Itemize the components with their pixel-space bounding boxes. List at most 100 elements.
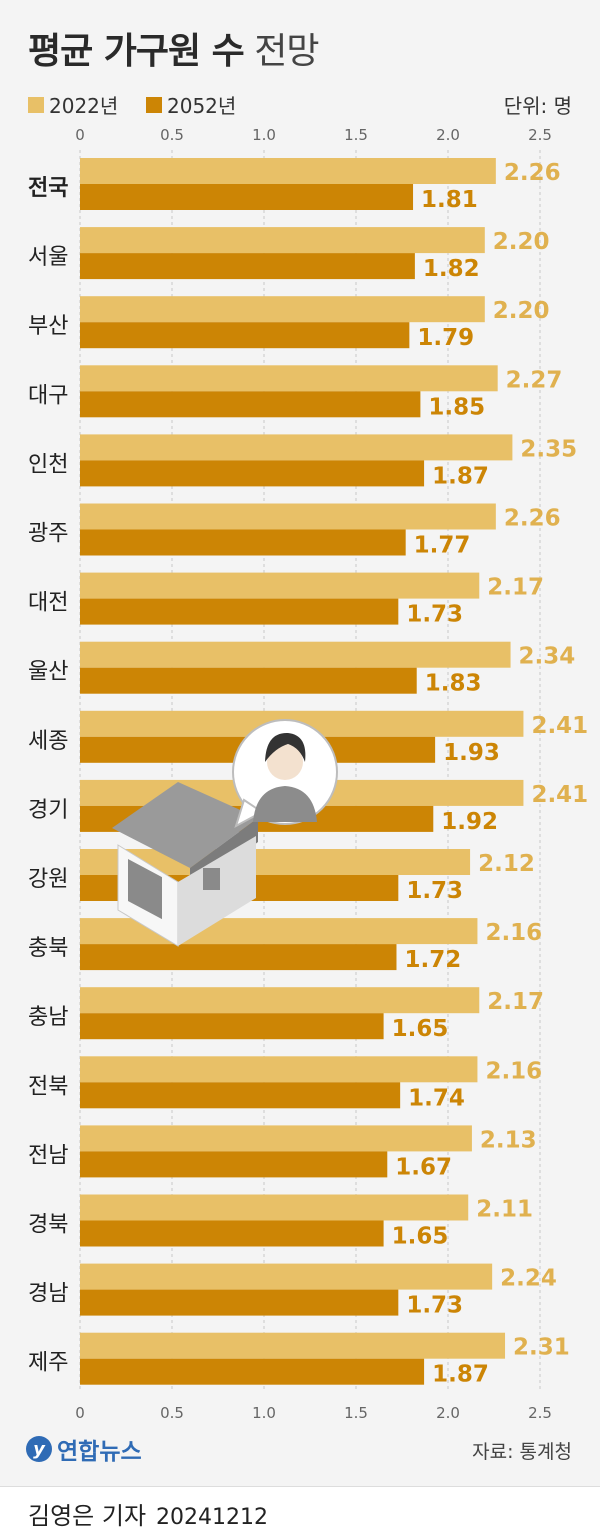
data-label-2022: 2.41 [531, 782, 588, 808]
bar-2022 [80, 987, 480, 1014]
data-label-2052: 1.85 [428, 394, 485, 420]
tick-label-top-1.5: 1.5 [344, 126, 368, 144]
person-bubble-tail-icon [234, 798, 264, 829]
data-label-2052: 1.73 [406, 602, 463, 628]
data-label-2022: 2.17 [487, 989, 544, 1015]
bar-2022 [80, 434, 513, 461]
data-label-2052: 1.67 [395, 1154, 452, 1180]
tick-label-bottom-0.5: 0.5 [160, 1404, 184, 1422]
bar-2052 [80, 529, 406, 556]
legend-label-2052: 2052년 [167, 94, 237, 118]
category-label: 전남 [28, 1143, 68, 1168]
category-label: 제주 [28, 1351, 68, 1376]
legend-swatch-2022 [28, 96, 44, 113]
bar-2022 [80, 227, 485, 254]
data-label-2052: 1.81 [421, 187, 478, 213]
category-label: 전국 [28, 176, 68, 201]
tick-label-bottom-2.0: 2.0 [436, 1404, 460, 1422]
data-label-2052: 1.83 [425, 671, 482, 697]
yonhap-logo: y 연합뉴스 [26, 1432, 142, 1466]
bar-2022 [80, 641, 511, 668]
data-label-2052: 1.73 [406, 878, 463, 904]
tick-label-top-2.5: 2.5 [528, 126, 552, 144]
house-side-wall-icon [178, 836, 256, 946]
bar-2022 [80, 365, 498, 392]
category-label: 울산 [28, 660, 68, 685]
category-label: 경남 [28, 1282, 68, 1307]
house-person-illustration [112, 719, 338, 947]
page-title: 평균 가구원 수 전망 [28, 22, 320, 74]
title-light: 전망 [254, 31, 319, 72]
tick-label-bottom-1.5: 1.5 [344, 1404, 368, 1422]
category-label: 세종 [28, 729, 68, 754]
person-hair-icon [265, 732, 306, 762]
data-label-2052: 1.74 [408, 1085, 465, 1111]
legend-label-2022: 2022년 [49, 94, 119, 118]
data-label-2022: 2.16 [485, 1058, 542, 1084]
bar-2052 [80, 667, 417, 694]
category-label: 대구 [28, 383, 68, 408]
person-body-icon [253, 786, 317, 822]
data-label-2052: 1.87 [432, 463, 489, 489]
bar-2022 [80, 1194, 469, 1221]
data-label-2022: 2.17 [487, 575, 544, 601]
bar-2022 [80, 572, 480, 599]
data-label-2022: 2.11 [476, 1197, 533, 1223]
bar-2052 [80, 184, 414, 210]
bar-2052 [80, 1220, 384, 1247]
legend-swatch-2052 [146, 96, 162, 113]
person-face-icon [267, 744, 303, 780]
bar-chart: 0 0 0.5 0.5 1.0 1.0 1.5 1.5 2.0 2.0 2.5 2.5 전국 2.26 1… [28, 126, 588, 1422]
data-label-2022: 2.26 [504, 160, 561, 186]
data-label-2022: 2.41 [531, 713, 588, 739]
unit-label: 단위: 명 [503, 94, 572, 118]
data-label-2052: 1.93 [443, 740, 500, 766]
data-label-2052: 1.82 [423, 256, 480, 282]
data-label-2052: 1.73 [406, 1293, 463, 1319]
tick-label-bottom-0: 0 [75, 1404, 85, 1422]
category-label: 전북 [28, 1074, 68, 1099]
data-label-2022: 2.26 [504, 506, 561, 532]
data-label-2022: 2.16 [485, 920, 542, 946]
byline: 김영은 기자 20241212 [28, 1496, 268, 1531]
data-label-2052: 1.77 [414, 533, 471, 559]
data-label-2052: 1.65 [392, 1016, 449, 1042]
category-label: 서울 [28, 245, 68, 270]
bar-2052 [80, 1151, 388, 1178]
tick-label-bottom-2.5: 2.5 [528, 1404, 552, 1422]
publish-date: 20241212 [156, 1505, 269, 1530]
bar-2052 [80, 598, 399, 625]
bar-2052 [80, 944, 397, 971]
category-label: 대전 [28, 591, 68, 616]
reporter-name: 김영은 기자 [28, 1502, 147, 1530]
grid-layer: 0 0 0.5 0.5 1.0 1.0 1.5 1.5 2.0 2.0 2.5 2.5 [75, 126, 552, 1422]
bar-layer: 전국 2.26 1.81 서울 2.20 1.82 부산 2.20 1.79 대구 2.27 1.85… [28, 158, 588, 1388]
category-label: 인천 [28, 452, 68, 477]
yonhap-logo-icon: y [26, 1436, 52, 1462]
tick-label-top-0.5: 0.5 [160, 126, 184, 144]
legend-item-2052: 2052년 [146, 90, 236, 119]
bar-2052 [80, 253, 415, 280]
data-label-2052: 1.79 [417, 325, 474, 351]
title-strong: 평균 가구원 수 [28, 31, 245, 72]
data-label-2022: 2.35 [520, 436, 577, 462]
data-label-2022: 2.31 [513, 1335, 570, 1361]
bar-2052 [80, 460, 425, 487]
data-label-2022: 2.20 [493, 298, 550, 324]
bar-2052 [80, 391, 421, 418]
bar-2022 [80, 296, 485, 323]
category-label: 충북 [28, 936, 68, 961]
data-label-2022: 2.13 [480, 1127, 537, 1153]
data-label-2022: 2.24 [500, 1266, 557, 1292]
tick-label-top-1.0: 1.0 [252, 126, 276, 144]
category-label: 경북 [28, 1213, 68, 1238]
data-label-2022: 2.20 [493, 229, 550, 255]
house-window-front-icon [128, 859, 162, 920]
data-label-2022: 2.34 [519, 644, 576, 670]
tick-label-top-2.0: 2.0 [436, 126, 460, 144]
house-roof-icon [112, 782, 258, 868]
data-label-2022: 2.12 [478, 851, 535, 877]
category-label: 광주 [28, 522, 68, 547]
category-label: 부산 [28, 314, 68, 339]
